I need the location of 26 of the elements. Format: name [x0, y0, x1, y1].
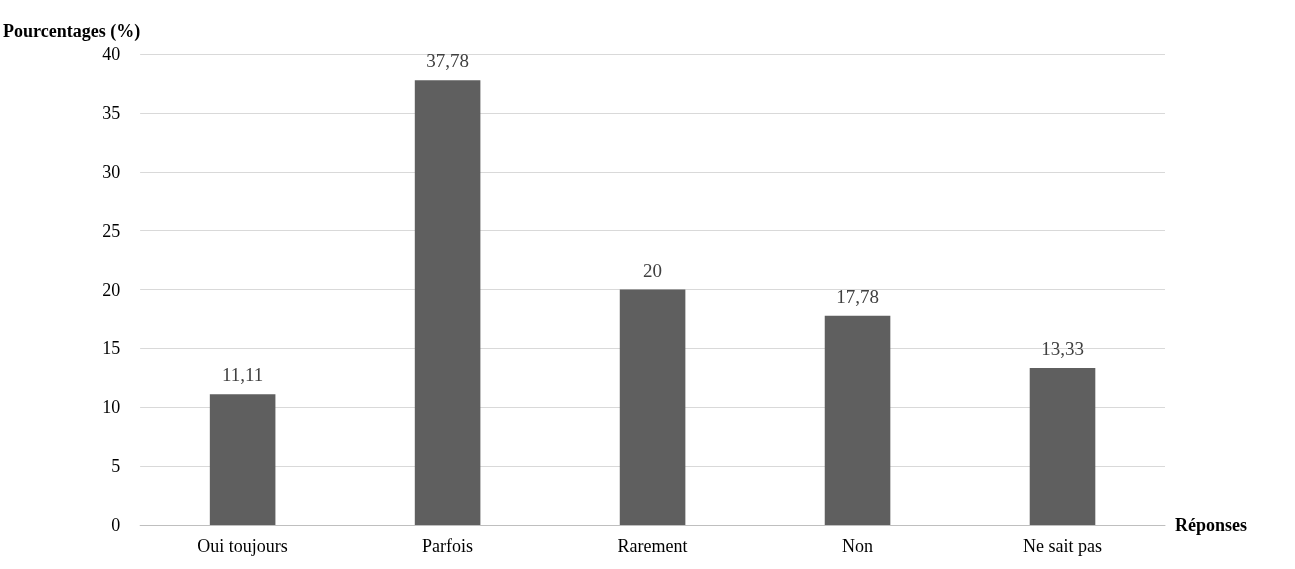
y-tick-label: 15: [102, 338, 121, 359]
data-label: 11,11: [221, 364, 264, 386]
y-tick-label: 0: [111, 515, 121, 535]
y-tick-label: 10: [102, 397, 121, 418]
bar: [209, 394, 276, 525]
y-tick-label: 25: [102, 220, 121, 241]
data-label: 20: [643, 259, 663, 281]
y-tick-label: 35: [102, 102, 121, 123]
y-tick-label: 40: [102, 44, 121, 64]
y-tick-label: 5: [111, 456, 121, 477]
y-tick-label: 30: [102, 161, 121, 182]
x-axis-title: Réponses: [1175, 515, 1248, 535]
bar: [824, 315, 891, 525]
x-tick-label: Ne sait pas: [1023, 536, 1103, 556]
bar: [414, 80, 481, 525]
data-label: 17,78: [836, 285, 879, 307]
data-label: 37,78: [426, 50, 469, 72]
data-label: 13,33: [1041, 338, 1084, 360]
x-tick-label: Rarement: [617, 536, 688, 556]
bar: [619, 289, 686, 525]
y-axis-title: Pourcentages (%): [3, 21, 141, 42]
x-tick-label: Parfois: [422, 536, 474, 556]
x-tick-label: Oui toujours: [197, 536, 288, 556]
bar: [1029, 368, 1096, 525]
x-tick-label: Non: [842, 536, 874, 556]
y-tick-label: 20: [102, 279, 121, 300]
